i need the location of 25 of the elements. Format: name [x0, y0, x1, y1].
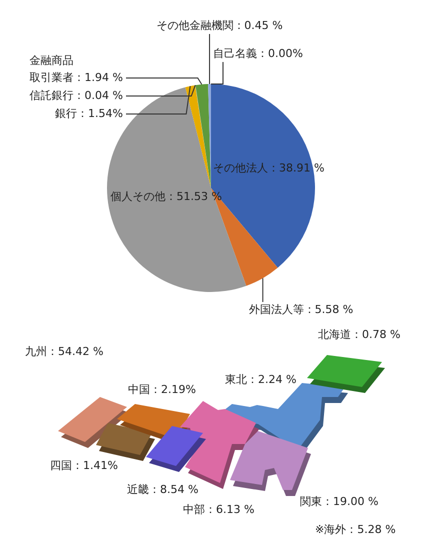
data-label: ：0.78 %: [351, 328, 400, 341]
slice-label: その他法人：38.91 %: [213, 161, 324, 174]
slice-label: 銀行：1.54%: [55, 106, 123, 120]
category-label: 北海道: [318, 328, 351, 341]
data-label: ：8.54 %: [149, 482, 198, 496]
category-label: 四国: [50, 458, 72, 472]
category-label: 東北: [225, 372, 247, 386]
category-label: 近畿: [127, 482, 149, 496]
category-label: 中部: [183, 502, 205, 516]
slice-label: 外国法人等：5.58 %: [248, 302, 354, 316]
slice-label: 個人その他：51.53 %: [110, 190, 222, 204]
category-label: 中国: [128, 382, 150, 396]
slice-label: 金融商品取引業者：1.94 %: [30, 54, 124, 84]
data-label: ：1.41%: [72, 458, 118, 472]
slice-label: 信託銀行：0.04 %: [30, 88, 123, 102]
category-label: 自己名義：0.00%: [213, 46, 303, 60]
category-label: 九州: [25, 344, 47, 358]
data-label: ：54.42 %: [47, 344, 104, 358]
category-label: 関東: [300, 494, 322, 508]
data-label: ：2.19%: [150, 382, 196, 396]
data-label: ：6.13 %: [205, 502, 254, 516]
text: ※海外：5.28 %: [315, 522, 396, 536]
data-label: ：19.00 %: [322, 494, 378, 508]
slice-label: その他金融機関：0.45 %: [156, 18, 283, 32]
data-label: ：2.24 %: [247, 372, 296, 386]
